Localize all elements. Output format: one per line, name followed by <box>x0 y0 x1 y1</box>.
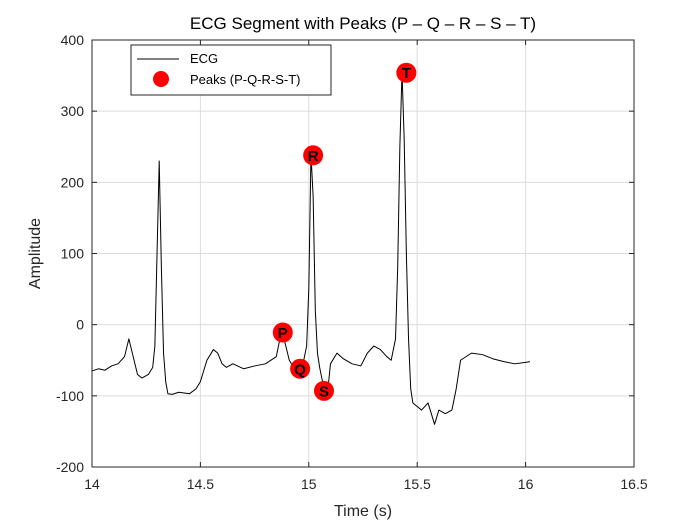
legend-peaks-swatch <box>153 71 169 87</box>
peak-label-q: Q <box>294 361 306 378</box>
y-tick-label: 400 <box>61 32 85 48</box>
peak-marker-q <box>290 358 311 379</box>
peak-label-s: S <box>319 383 329 400</box>
legend-ecg-label: ECG <box>190 51 218 66</box>
y-axis-label: Amplitude <box>27 218 44 289</box>
y-tick-label: 300 <box>61 103 85 119</box>
x-tick-label: 15 <box>301 476 317 492</box>
legend: ECG Peaks (P-Q-R-S-T) <box>130 44 332 96</box>
x-tick-label: 15.5 <box>404 476 431 492</box>
x-axis-label: Time (s) <box>334 503 392 520</box>
x-tick-label: 14 <box>84 476 100 492</box>
peak-marker-t <box>396 62 417 83</box>
ecg-line <box>91 71 531 425</box>
legend-peaks-label: Peaks (P-Q-R-S-T) <box>190 72 301 87</box>
peak-label-t: T <box>402 65 411 82</box>
chart-title: ECG Segment with Peaks (P – Q – R – S – … <box>190 14 536 33</box>
y-tick-label: -200 <box>56 459 84 475</box>
y-tick-label: -100 <box>56 388 84 404</box>
axis-ticks: 14 14.5 15 15.5 16 16.5 -200 -100 0 100 200 300 400 <box>56 32 648 492</box>
y-tick-label: 200 <box>61 174 85 190</box>
peak-marker-r <box>303 145 324 166</box>
x-tick-label: 16 <box>518 476 534 492</box>
legend-box <box>130 44 332 96</box>
peak-marker-p <box>272 322 293 343</box>
y-tick-label: 100 <box>61 246 85 262</box>
peak-marker-s <box>313 380 334 401</box>
peak-label-r: R <box>308 148 319 165</box>
x-tick-label: 16.5 <box>620 476 647 492</box>
ecg-series <box>91 71 531 425</box>
peak-label-p: P <box>278 325 288 342</box>
x-tick-label: 14.5 <box>187 476 214 492</box>
y-tick-label: 0 <box>76 317 84 333</box>
peaks-series: P Q R S T <box>272 62 417 401</box>
